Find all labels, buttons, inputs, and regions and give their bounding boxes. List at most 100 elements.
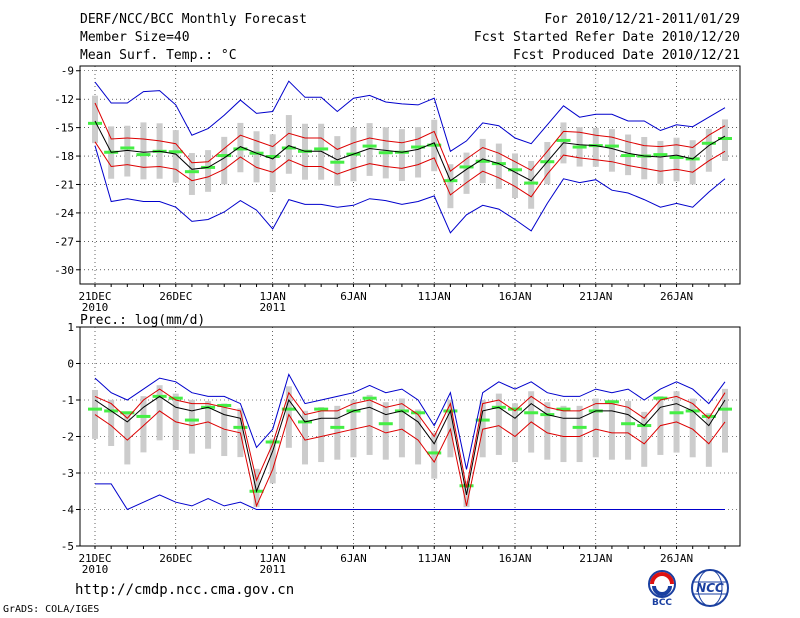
series-line-min [95,483,725,511]
y-tick-label: 1 [67,321,74,334]
spread-bar [318,407,325,463]
spread-bar [560,405,567,463]
median-mark [233,147,248,151]
median-mark [475,418,490,422]
spread-bar [108,399,115,446]
median-mark [168,150,183,154]
median-mark [718,407,732,411]
median-mark [184,418,199,422]
spread-bar [592,398,599,458]
x-tick-label: 6JAN [340,552,367,565]
x-tick-label: 6JAN [340,290,367,303]
x-tick-label: 26DEC [159,290,192,303]
median-mark [556,138,571,142]
spread-bar [124,125,131,177]
median-mark [604,400,619,404]
series-line-max [94,80,726,153]
bcc-logo-icon: BCC [648,570,676,608]
spread-bar [188,399,195,454]
spread-bar [382,402,389,460]
spread-bar [205,401,212,449]
spread-bar [673,137,680,182]
spread-bar [641,411,648,467]
median-mark [508,168,522,172]
median-mark [330,160,345,164]
median-mark [281,407,296,411]
median-mark [233,425,248,429]
y-tick-label: -2 [61,431,74,444]
spread-bar [398,129,405,181]
median-mark [669,155,684,159]
y-tick-label: -12 [54,93,74,106]
median-mark [362,144,377,148]
median-mark [411,411,426,415]
x-tick-label: 11JAN [418,290,451,303]
median-mark [378,151,393,155]
plot-frame [79,65,741,285]
median-mark [168,396,183,400]
median-mark [653,396,668,400]
spread-bar [479,399,486,458]
median-mark [475,159,490,163]
spread-bar [350,399,357,458]
median-mark [378,422,393,426]
spread-bar [188,153,195,195]
y-tick-label: -18 [54,150,74,163]
x-tick-label: 21DEC [78,552,111,565]
x-tick-label: 26DEC [159,552,192,565]
grads-credit: GrADS: COLA/IGES [3,604,100,615]
y-tick-label: -9 [61,65,74,78]
median-mark [265,440,280,444]
median-mark [604,144,619,148]
median-mark [88,407,102,411]
series-line-lower [94,410,726,508]
median-mark [572,425,587,429]
median-mark [653,153,668,157]
median-mark [524,411,539,415]
ncc-logo-icon: NCC [691,569,729,607]
forecast-period: For 2010/12/21-2011/01/29 [544,12,740,27]
chart-title: DERF/NCC/BCC Monthly Forecast [80,12,307,27]
footer-url[interactable]: http://cmdp.ncc.cma.gov.cn [75,582,295,598]
spread-bar [576,405,583,463]
median-mark [120,411,135,415]
spread-bar [495,143,502,189]
spread-bar [722,119,728,161]
median-mark [427,451,442,455]
spread-bar [92,389,98,439]
spread-bar [722,388,728,453]
y-tick-label: -24 [54,207,74,220]
spread-bar [366,123,373,176]
spread-bar [512,403,518,463]
spread-bar [544,402,551,460]
spread-bar [689,398,696,458]
y-tick-label: -15 [54,122,74,135]
median-mark [411,145,426,149]
median-mark [217,403,232,407]
variable-label: Mean Surf. Temp.: °C [80,48,237,63]
median-mark [136,414,151,418]
spread-bar [205,150,212,192]
x-tick-label: 26JAN [660,290,693,303]
spread-bar [221,136,228,185]
x-tick-label: 21JAN [579,552,612,565]
forecast-started: Fcst Started Refer Date 2010/12/20 [473,30,740,45]
bcc-logo-text: BCC [652,598,672,608]
spread-bar [415,127,422,178]
spread-bar [528,160,535,209]
median-mark [362,396,377,400]
spread-bar [592,127,599,167]
median-mark [136,153,151,157]
spread-bar [366,394,373,455]
series-line-upper [94,102,726,172]
median-mark [621,154,636,158]
series-line-mean [94,395,726,495]
y-tick-label: -1 [61,394,74,407]
spread-bar [92,95,98,144]
median-mark [217,154,232,158]
member-size: Member Size=40 [80,30,190,45]
x-tick-label: 21DEC [78,290,111,303]
spread-bar [140,122,147,180]
x-tick-label: 21JAN [579,290,612,303]
median-mark [524,181,539,185]
